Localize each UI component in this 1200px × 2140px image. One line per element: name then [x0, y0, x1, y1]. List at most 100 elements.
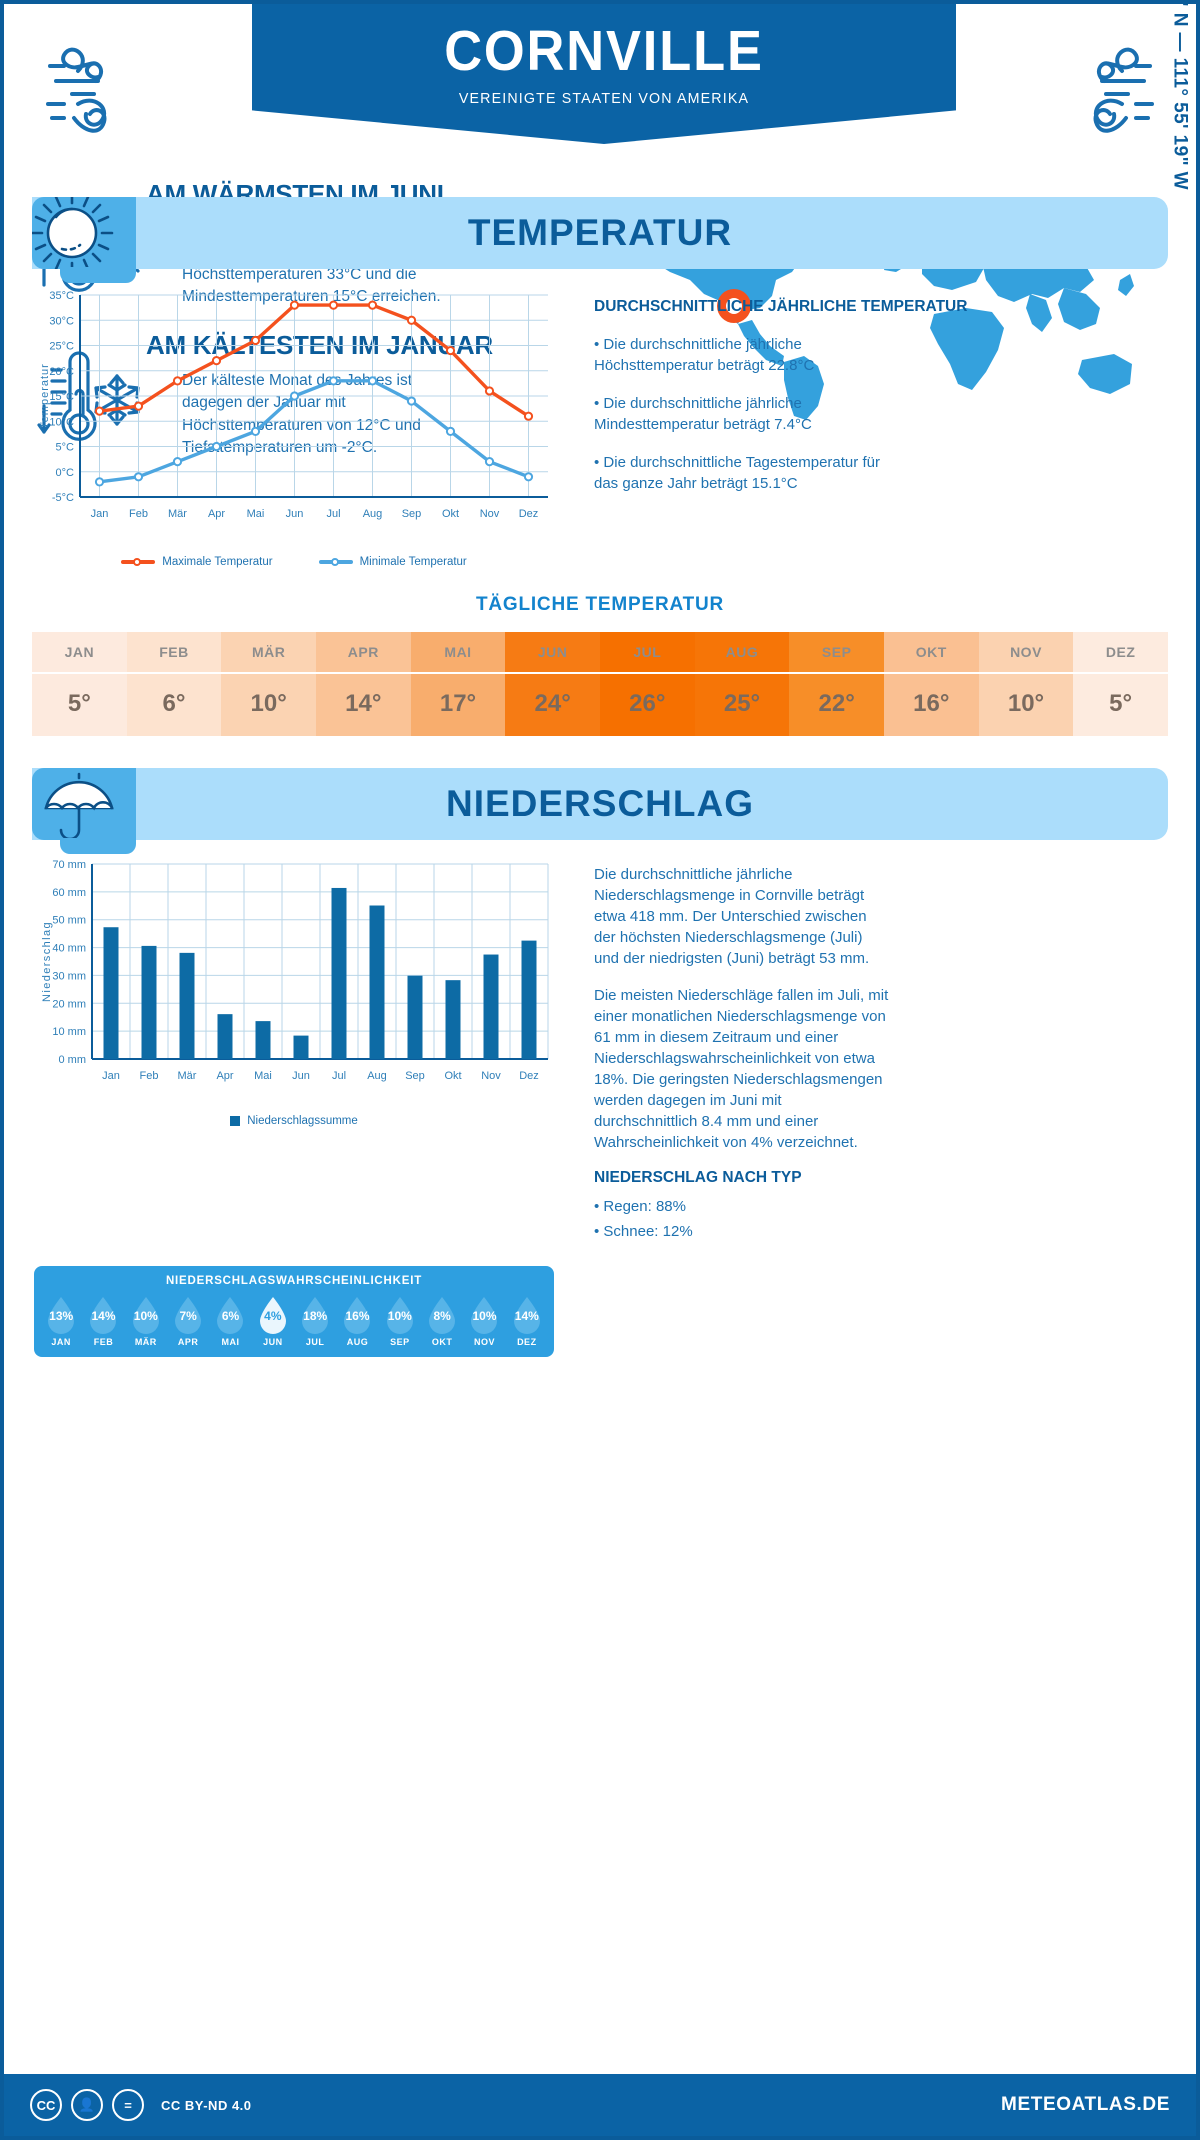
svg-text:10 mm: 10 mm	[52, 1026, 86, 1038]
svg-text:Jul: Jul	[332, 1070, 346, 1082]
daily-temperature-title: TÄGLICHE TEMPERATUR	[475, 594, 725, 615]
city-banner: CORNVILLE VEREINIGTE STAATEN VON AMERIKA	[252, 4, 956, 144]
svg-text:Apr: Apr	[208, 508, 225, 520]
svg-text:Aug: Aug	[367, 1070, 387, 1082]
legend-swatch-max	[121, 557, 156, 567]
svg-text:50 mm: 50 mm	[52, 915, 86, 927]
temperature-legend: Maximale Temperatur Minimale Temperatur	[34, 556, 554, 568]
precip-probability-cell: 13% JAN	[40, 1295, 82, 1347]
site-name: METEOATLAS.DE	[1001, 2094, 1170, 2115]
temperature-summary: DURCHSCHNITTLICHE JÄHRLICHE TEMPERATUR •…	[554, 285, 1166, 568]
svg-text:15°C: 15°C	[49, 391, 74, 403]
daily-month-header: APR	[315, 632, 411, 672]
svg-text:Jun: Jun	[286, 508, 304, 520]
water-drop-icon: 18%	[298, 1295, 332, 1335]
temperature-summary-title: DURCHSCHNITTLICHE JÄHRLICHE TEMPERATUR	[594, 298, 968, 315]
bar-notch-2	[60, 838, 136, 854]
precipitation-title: NIEDERSCHLAG	[445, 783, 755, 824]
water-drop-icon: 6%	[213, 1295, 247, 1335]
daily-temp-value: 10°	[978, 672, 1074, 736]
svg-text:Temperatur: Temperatur	[39, 363, 51, 429]
page-title: CORNVILLE	[444, 19, 764, 83]
svg-text:35°C: 35°C	[49, 290, 74, 302]
precipitation-probability-title: NIEDERSCHLAGSWAHRSCHEINLICHKEIT	[165, 1275, 423, 1287]
daily-temp-value: 17°	[410, 672, 506, 736]
precip-probability-cell: 14% DEZ	[506, 1295, 548, 1347]
legend-label-precip: Niederschlagssumme	[247, 1115, 358, 1127]
precip-probability-cell: 6% MAI	[209, 1295, 251, 1347]
water-drop-icon: 10%	[467, 1295, 501, 1335]
precip-probability-month: JUL	[305, 1337, 325, 1347]
daily-temp-value: 5°	[32, 672, 127, 736]
precip-probability-month: MAI	[221, 1337, 240, 1347]
precip-probability-month: OKT	[431, 1337, 453, 1347]
precipitation-paragraph-1: Die durchschnittliche jährliche Niedersc…	[594, 866, 870, 967]
water-drop-icon: 10%	[383, 1295, 417, 1335]
daily-temp-value: 14°	[315, 672, 411, 736]
daily-month-header: JAN	[32, 632, 127, 672]
svg-text:Mai: Mai	[254, 1070, 272, 1082]
svg-text:Dez: Dez	[519, 1070, 539, 1082]
water-drop-icon: 16%	[340, 1295, 374, 1335]
daily-temperature-table: JAN FEB MÄR APR MAI JUN JUL AUG SEP OKT NOV DEZ 5° 6°…	[32, 632, 1168, 736]
svg-text:20°C: 20°C	[49, 366, 74, 378]
svg-text:60 mm: 60 mm	[52, 887, 86, 899]
precip-probability-month: NOV	[473, 1337, 495, 1347]
svg-text:0°C: 0°C	[56, 467, 75, 479]
precip-probability-cell: 10% MÄR	[125, 1295, 167, 1347]
license-label: CC BY-ND 4.0	[161, 2097, 252, 2113]
precipitation-paragraph-2: Die meisten Niederschläge fallen im Juli…	[594, 987, 889, 1151]
svg-text:Mär: Mär	[168, 508, 187, 520]
legend-swatch-precip	[230, 1116, 241, 1126]
legend-label-min: Minimale Temperatur	[359, 556, 467, 568]
svg-text:Okt: Okt	[444, 1070, 461, 1082]
svg-text:30°C: 30°C	[49, 315, 74, 327]
daily-temp-value: 6°	[126, 672, 222, 736]
precip-probability-cell: 16% AUG	[336, 1295, 378, 1347]
water-drop-icon: 14%	[510, 1295, 544, 1335]
water-drop-icon: 10%	[129, 1295, 163, 1335]
svg-text:Feb: Feb	[140, 1070, 159, 1082]
svg-text:Okt: Okt	[442, 508, 459, 520]
svg-text:70 mm: 70 mm	[52, 859, 86, 871]
license-group: CC 👤 = CC BY-ND 4.0	[30, 2089, 252, 2121]
sun-icon	[32, 197, 136, 269]
precipitation-summary: Die durchschnittliche jährliche Niedersc…	[554, 854, 1166, 1258]
svg-text:Niederschlag: Niederschlag	[41, 921, 53, 1002]
daily-month-header: OKT	[883, 632, 979, 672]
svg-text:5°C: 5°C	[56, 442, 75, 454]
legend-min: Minimale Temperatur	[318, 556, 467, 568]
water-drop-icon: 4%	[256, 1295, 290, 1335]
daily-temp-value: 10°	[221, 672, 316, 736]
svg-text:Sep: Sep	[402, 508, 422, 520]
temperature-section: TEMPERATUR -5°C 0°C 5°C 10°C 15°C 20°C 25°C 30°…	[4, 197, 1196, 736]
wind-icon-left	[34, 26, 144, 151]
svg-text:30 mm: 30 mm	[52, 970, 86, 982]
precip-type-rain: • Regen: 88%	[594, 1198, 686, 1215]
daily-month-header: JUL	[599, 632, 695, 672]
precip-probability-month: DEZ	[517, 1337, 537, 1347]
precip-probability-cell: 18% JUL	[294, 1295, 336, 1347]
precip-probability-cell: 8% OKT	[421, 1295, 463, 1347]
precip-probability-month: AUG	[346, 1337, 369, 1347]
temperature-bullet-2: • Die durchschnittliche jährliche Mindes…	[594, 394, 812, 433]
daily-month-header: NOV	[978, 632, 1074, 672]
precipitation-probability-box: NIEDERSCHLAGSWAHRSCHEINLICHKEIT 13% JAN 14…	[34, 1266, 554, 1357]
legend-label-max: Maximale Temperatur	[162, 556, 273, 568]
legend-max: Maximale Temperatur	[121, 556, 273, 568]
legend-precip: Niederschlagssumme	[230, 1115, 358, 1127]
svg-text:Dez: Dez	[519, 508, 539, 520]
svg-text:Aug: Aug	[363, 508, 383, 520]
svg-text:Jan: Jan	[102, 1070, 120, 1082]
header: CORNVILLE VEREINIGTE STAATEN VON AMERIKA	[4, 4, 1196, 179]
temperature-bullet-3: • Die durchschnittliche Tagestemperatur …	[594, 453, 880, 492]
svg-text:-5°C: -5°C	[52, 492, 74, 504]
svg-text:Feb: Feb	[129, 508, 148, 520]
precip-type-snow: • Schnee: 12%	[594, 1223, 693, 1240]
precip-probability-month: SEP	[390, 1337, 410, 1347]
daily-temp-value: 22°	[789, 672, 884, 736]
precipitation-section-bar: NIEDERSCHLAG	[32, 768, 1168, 854]
daily-month-header: FEB	[126, 632, 222, 672]
water-drop-icon: 8%	[425, 1295, 459, 1335]
